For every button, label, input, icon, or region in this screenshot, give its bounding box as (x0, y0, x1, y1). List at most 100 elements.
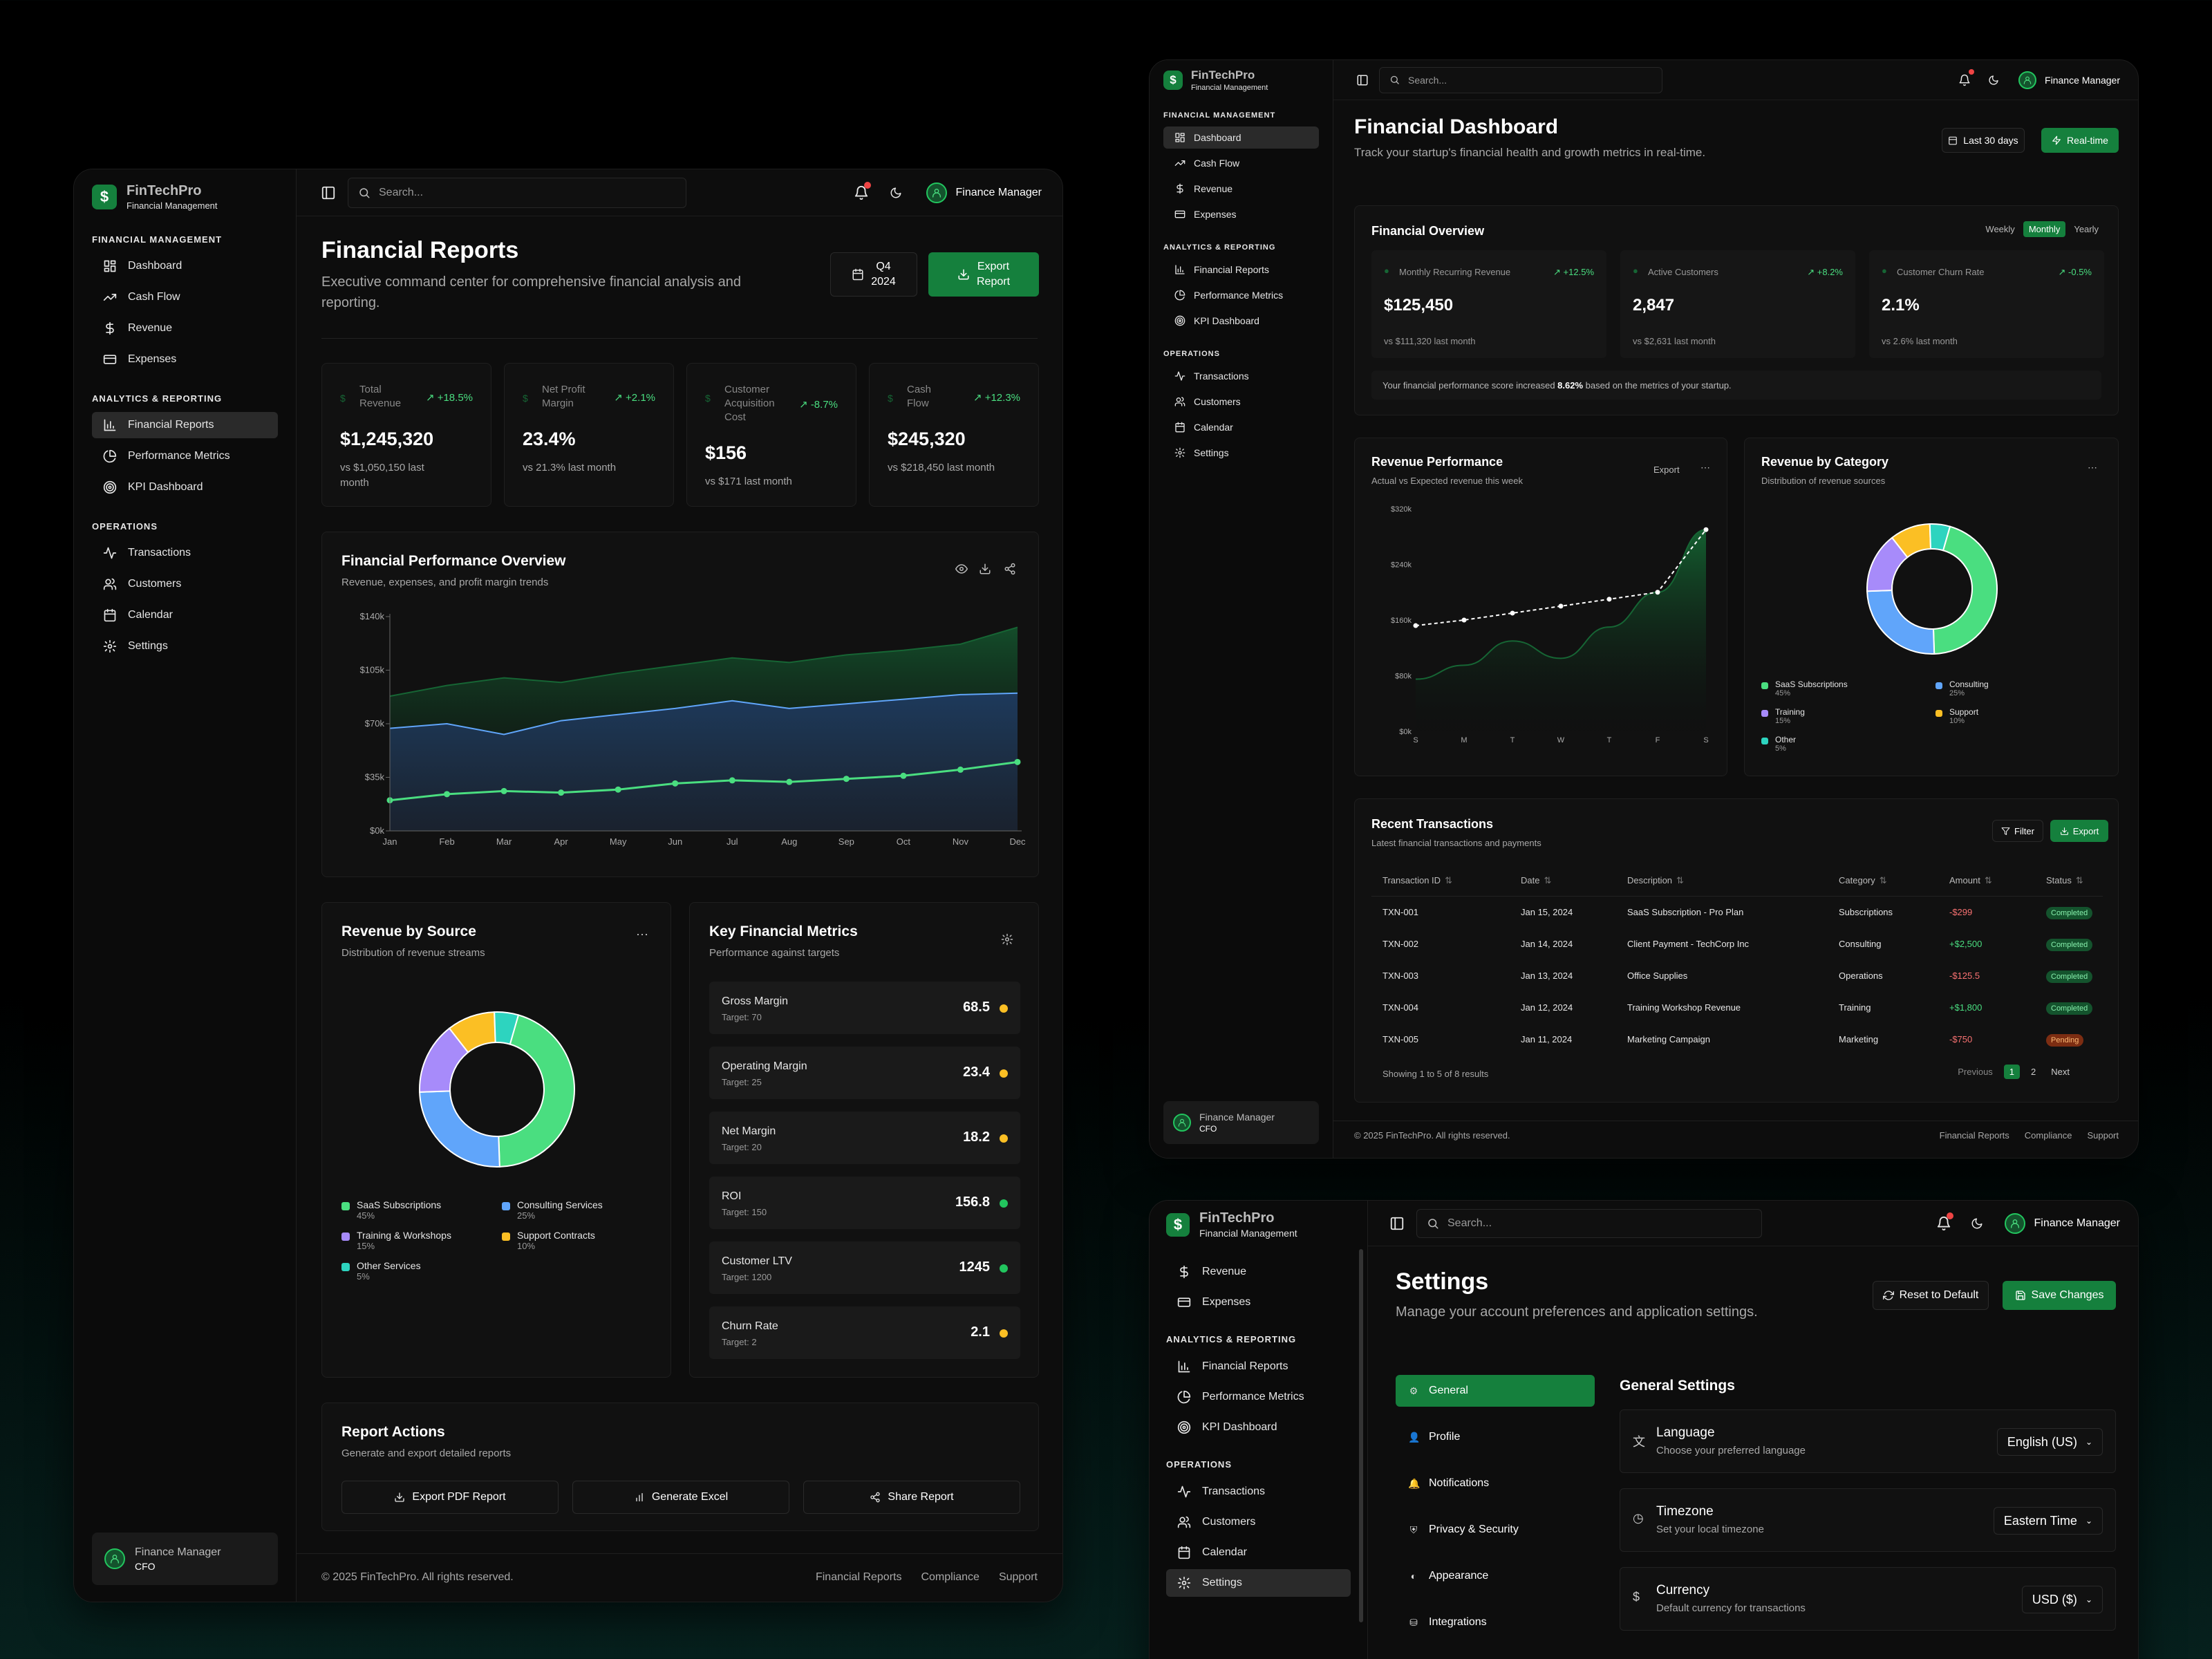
data-point[interactable] (558, 789, 565, 796)
sidebar-item-kpi[interactable]: KPI Dashboard (1163, 310, 1319, 332)
user-menu[interactable]: Finance Manager (2018, 71, 2120, 89)
more-options-icon[interactable]: ⋯ (2088, 462, 2097, 473)
user-profile-card[interactable]: Finance Manager CFO (92, 1533, 278, 1585)
tab-notifications[interactable]: 🔔 Notifications (1396, 1468, 1595, 1499)
sidebar-item-calendar[interactable]: Calendar (92, 602, 278, 628)
export-report-button[interactable]: Export Report (928, 252, 1039, 297)
data-point[interactable] (1655, 590, 1660, 595)
period-weekly[interactable]: Weekly (1985, 224, 2015, 234)
sidebar-item-financial-reports[interactable]: Financial Reports (1163, 259, 1319, 281)
table-row[interactable]: TXN-005 Jan 11, 2024 Marketing Campaign … (1371, 1023, 2103, 1055)
setting-select[interactable]: Eastern Time ⌄ (1993, 1507, 2103, 1535)
data-point[interactable] (1413, 623, 1418, 628)
data-point[interactable] (1014, 758, 1021, 765)
export-link[interactable]: Export (1653, 465, 1680, 475)
tab-privacy-security[interactable]: ⛨ Privacy & Security (1396, 1514, 1595, 1546)
sidebar-item-revenue[interactable]: Revenue (92, 315, 278, 341)
user-profile-card[interactable]: Finance Manager CFO (1163, 1101, 1319, 1144)
next-page-button[interactable]: Next (2051, 1067, 2070, 1077)
export-pdf-button[interactable]: Export PDF Report (341, 1481, 559, 1514)
period-yearly[interactable]: Yearly (2074, 224, 2099, 234)
period-selector[interactable]: Q4 2024 (830, 252, 917, 297)
sidebar-item-dashboard[interactable]: Dashboard (92, 253, 278, 279)
share-report-button[interactable]: Share Report (803, 1481, 1020, 1514)
sidebar-item-performance[interactable]: Performance Metrics (1163, 284, 1319, 306)
sidebar-toggle-icon[interactable] (317, 182, 339, 204)
gear-icon[interactable] (1001, 933, 1013, 946)
tab-profile[interactable]: 👤 Profile (1396, 1421, 1595, 1453)
pie-slice[interactable] (1929, 523, 1951, 552)
sidebar-item-calendar[interactable]: Calendar (1163, 416, 1319, 438)
table-row[interactable]: TXN-003 Jan 13, 2024 Office Supplies Ope… (1371, 959, 2103, 991)
metric-row[interactable]: Customer LTV Target: 1200 1245 (709, 1241, 1020, 1294)
search-input[interactable]: Search... (1379, 66, 1662, 93)
column-header[interactable]: Amount ⇅ (1938, 865, 2035, 896)
column-header[interactable]: Category ⇅ (1828, 865, 1938, 896)
realtime-button[interactable]: Real-time (2041, 128, 2119, 153)
sidebar-item-settings[interactable]: Settings (92, 633, 278, 659)
more-options-icon[interactable]: ⋯ (1700, 462, 1710, 473)
metric-row[interactable]: Net Margin Target: 20 18.2 (709, 1112, 1020, 1164)
setting-select[interactable]: English (US) ⌄ (1996, 1428, 2103, 1456)
eye-icon[interactable] (955, 563, 968, 575)
sidebar-item-kpi[interactable]: KPI Dashboard (92, 474, 278, 500)
footer-link-compliance[interactable]: Compliance (2024, 1130, 2072, 1141)
sidebar-item-cashflow[interactable]: Cash Flow (92, 284, 278, 310)
bell-icon[interactable] (850, 181, 872, 204)
pie-slice[interactable] (1866, 589, 1936, 655)
sidebar-item-transactions[interactable]: Transactions (1166, 1478, 1351, 1506)
search-input[interactable]: Search... (1416, 1208, 1762, 1238)
metric-row[interactable]: ROI Target: 150 156.8 (709, 1177, 1020, 1229)
data-point[interactable] (1703, 527, 1709, 532)
tab-appearance[interactable]: ◐ Appearance (1396, 1560, 1595, 1592)
data-point[interactable] (1606, 597, 1612, 602)
search-input[interactable]: Search... (348, 177, 686, 208)
moon-icon[interactable] (1966, 1212, 1988, 1235)
sidebar-item-customers[interactable]: Customers (1163, 391, 1319, 413)
table-row[interactable]: TXN-004 Jan 12, 2024 Training Workshop R… (1371, 991, 2103, 1023)
generate-excel-button[interactable]: Generate Excel (572, 1481, 789, 1514)
more-options-icon[interactable]: ⋯ (636, 928, 648, 941)
sidebar-item-cashflow[interactable]: Cash Flow (1163, 152, 1319, 174)
bell-icon[interactable] (1953, 68, 1976, 91)
data-point[interactable] (444, 791, 451, 798)
data-point[interactable] (843, 776, 850, 782)
data-point[interactable] (900, 772, 907, 779)
data-point[interactable] (786, 778, 793, 785)
column-header[interactable]: Status ⇅ (2035, 865, 2103, 896)
data-point[interactable] (500, 787, 507, 794)
sidebar-toggle-icon[interactable] (1351, 69, 1374, 91)
date-range-button[interactable]: Last 30 days (1942, 128, 2025, 153)
download-icon[interactable] (979, 563, 991, 575)
table-row[interactable]: TXN-001 Jan 15, 2024 SaaS Subscription -… (1371, 896, 2103, 928)
save-changes-button[interactable]: Save Changes (2003, 1281, 2116, 1310)
data-point[interactable] (672, 780, 679, 787)
sidebar-item-expenses[interactable]: Expenses (1166, 1288, 1351, 1316)
sidebar-item-settings[interactable]: Settings (1163, 442, 1319, 464)
sidebar-item-transactions[interactable]: Transactions (92, 540, 278, 566)
page-1-button[interactable]: 1 (2003, 1065, 2021, 1079)
moon-icon[interactable] (885, 182, 907, 204)
pie-slice[interactable] (498, 1014, 575, 1168)
sidebar-item-financial-reports[interactable]: Financial Reports (1166, 1353, 1351, 1380)
filter-button[interactable]: Filter (1992, 820, 2043, 842)
export-button[interactable]: Export (2050, 820, 2108, 842)
data-point[interactable] (1461, 617, 1467, 623)
sidebar-item-performance[interactable]: Performance Metrics (1166, 1383, 1351, 1411)
moon-icon[interactable] (1983, 69, 2005, 91)
sidebar-item-transactions[interactable]: Transactions (1163, 365, 1319, 387)
column-header[interactable]: Transaction ID ⇅ (1371, 865, 1510, 896)
column-header[interactable]: Date ⇅ (1510, 865, 1616, 896)
user-menu[interactable]: Finance Manager (2005, 1212, 2120, 1234)
footer-link-support[interactable]: Support (2087, 1130, 2119, 1141)
share-icon[interactable] (1004, 563, 1016, 575)
data-point[interactable] (729, 777, 735, 784)
previous-page-button[interactable]: Previous (1958, 1067, 1993, 1077)
page-2-button[interactable]: 2 (2031, 1067, 2036, 1077)
sidebar-item-revenue[interactable]: Revenue (1166, 1258, 1351, 1286)
footer-link-reports[interactable]: Financial Reports (1939, 1130, 2009, 1141)
sidebar-item-dashboard[interactable]: Dashboard (1163, 126, 1319, 149)
table-row[interactable]: TXN-002 Jan 14, 2024 Client Payment - Te… (1371, 928, 2103, 959)
sidebar-item-performance[interactable]: Performance Metrics (92, 443, 278, 469)
sidebar-toggle-icon[interactable] (1386, 1212, 1408, 1235)
